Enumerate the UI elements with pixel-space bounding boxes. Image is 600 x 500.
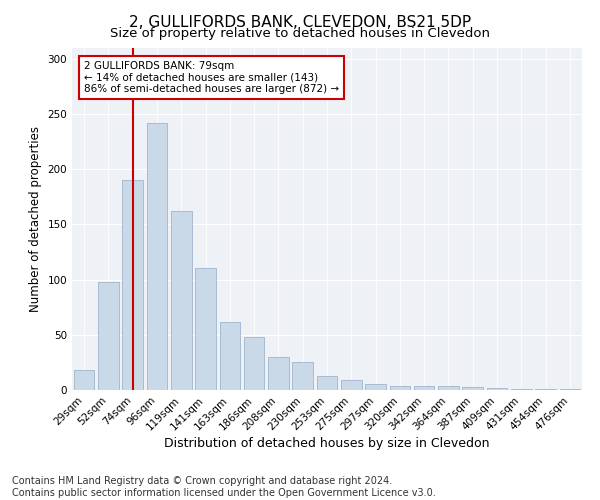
Bar <box>292 362 313 390</box>
Bar <box>98 282 119 390</box>
Bar <box>220 322 240 390</box>
Bar <box>268 357 289 390</box>
Bar <box>244 337 265 390</box>
Y-axis label: Number of detached properties: Number of detached properties <box>29 126 42 312</box>
Bar <box>463 386 483 390</box>
Bar <box>195 268 216 390</box>
Bar <box>487 388 508 390</box>
Bar <box>389 386 410 390</box>
Bar <box>414 386 434 390</box>
Text: Size of property relative to detached houses in Clevedon: Size of property relative to detached ho… <box>110 28 490 40</box>
Bar <box>74 370 94 390</box>
Bar <box>560 389 580 390</box>
Text: 2, GULLIFORDS BANK, CLEVEDON, BS21 5DP: 2, GULLIFORDS BANK, CLEVEDON, BS21 5DP <box>129 15 471 30</box>
X-axis label: Distribution of detached houses by size in Clevedon: Distribution of detached houses by size … <box>164 438 490 450</box>
Bar <box>146 122 167 390</box>
Bar <box>171 211 191 390</box>
Bar <box>365 384 386 390</box>
Bar <box>317 376 337 390</box>
Bar <box>535 389 556 390</box>
Bar <box>438 386 459 390</box>
Bar <box>341 380 362 390</box>
Text: Contains HM Land Registry data © Crown copyright and database right 2024.
Contai: Contains HM Land Registry data © Crown c… <box>12 476 436 498</box>
Bar <box>511 389 532 390</box>
Bar <box>122 180 143 390</box>
Text: 2 GULLIFORDS BANK: 79sqm
← 14% of detached houses are smaller (143)
86% of semi-: 2 GULLIFORDS BANK: 79sqm ← 14% of detach… <box>84 61 339 94</box>
